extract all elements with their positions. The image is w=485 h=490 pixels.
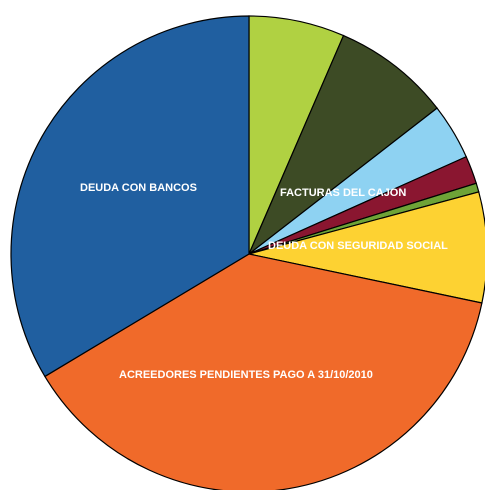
pie-slices (10, 15, 485, 490)
slice-label-acreedores: ACREEDORES PENDIENTES PAGO A 31/10/2010 (119, 369, 373, 381)
slice-label-facturas: FACTURAS DEL CAJON (280, 187, 406, 199)
slice-label-seguridad-social: DEUDA CON SEGURIDAD SOCIAL (268, 240, 448, 252)
slice-acreedores (44, 253, 483, 490)
slice-6 (248, 191, 485, 304)
slice-label-bancos: DEUDA CON BANCOS (80, 182, 197, 194)
slice-bancos (10, 15, 250, 378)
pie-labels: DEUDA CON BANCOS FACTURAS DEL CAJON DEUD… (80, 182, 448, 381)
slice-2 (248, 34, 438, 255)
